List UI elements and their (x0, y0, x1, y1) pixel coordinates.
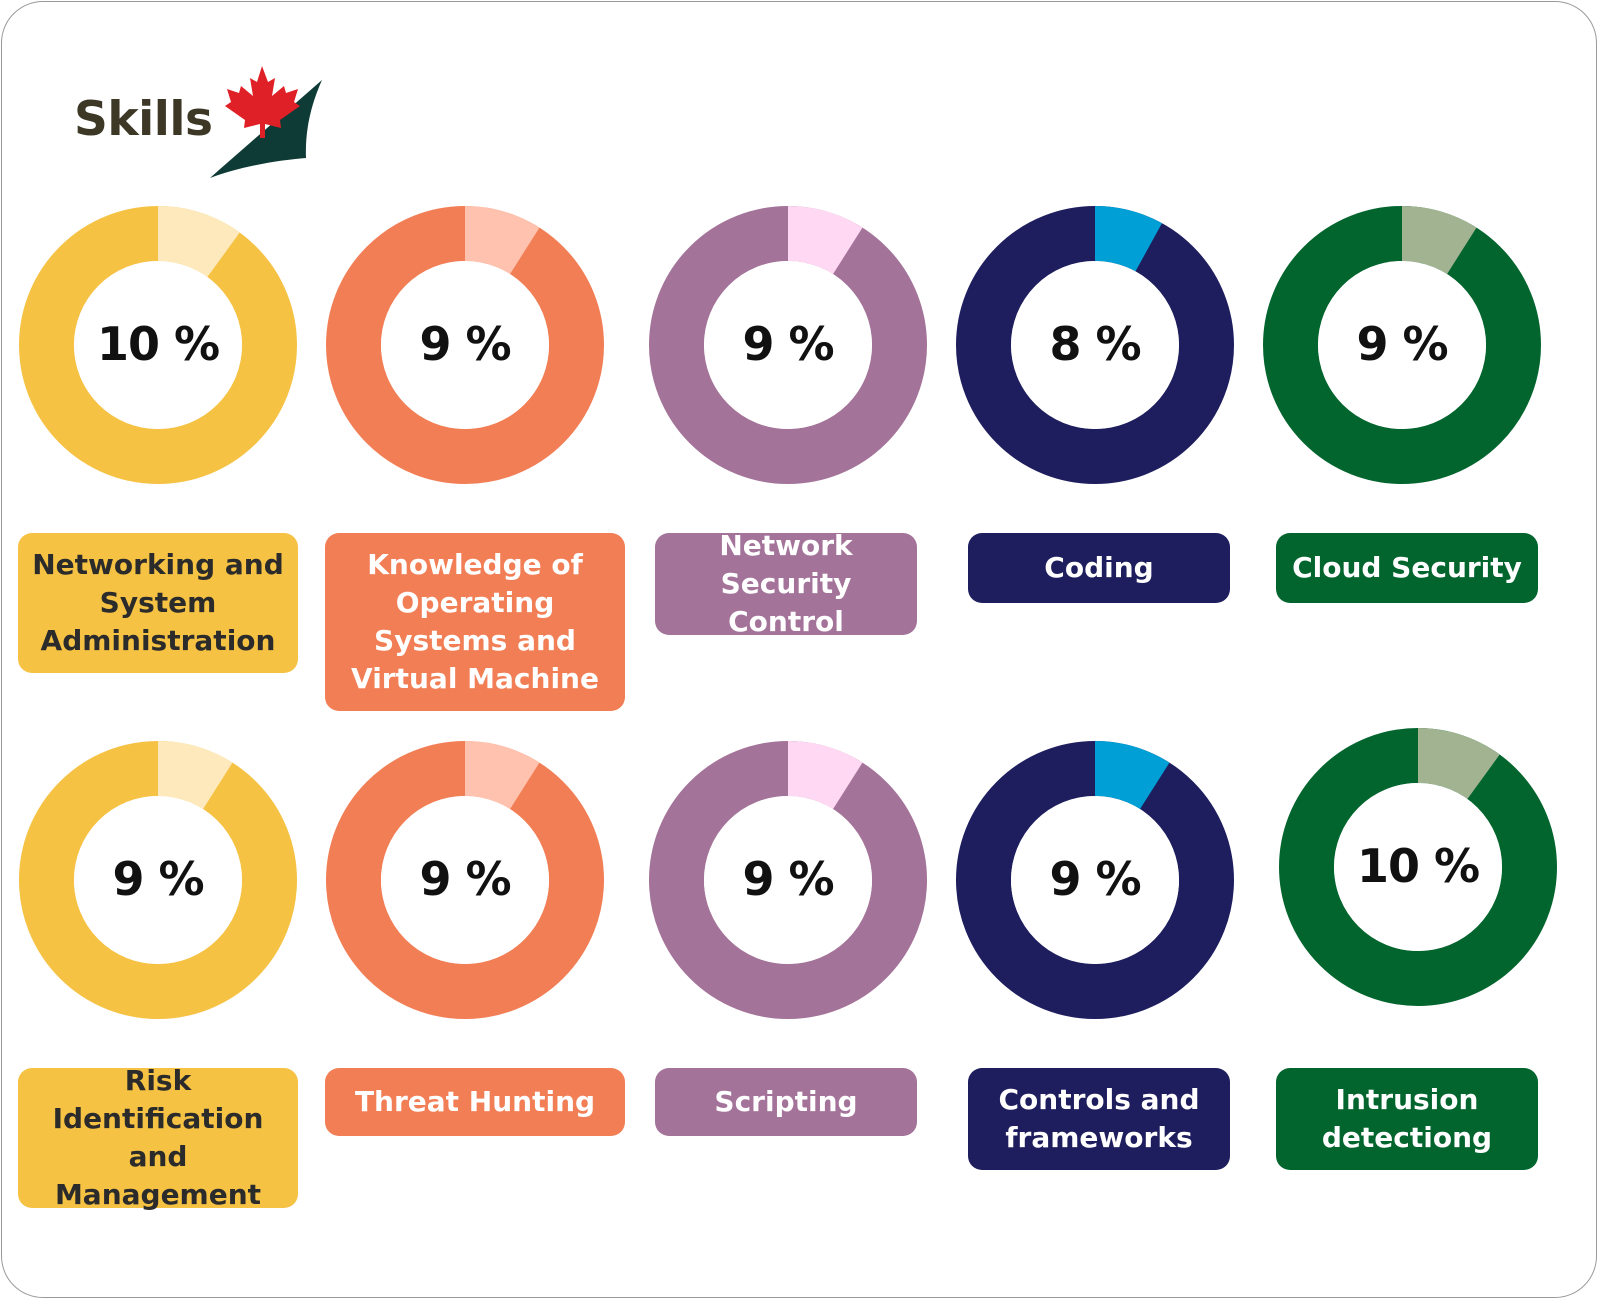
donut-value-segment (1095, 741, 1170, 810)
label-networking: Networking and System Administration (18, 533, 298, 673)
label-text: Threat Hunting (354, 1085, 596, 1118)
donut-value-segment (158, 206, 240, 278)
label-cloud-security: Cloud Security (1276, 533, 1538, 603)
label-text: Networking and System Administration (32, 548, 284, 657)
label-text: Controls and frameworks (998, 1083, 1200, 1154)
donut-hole (381, 796, 549, 964)
label-threat-hunting: Threat Hunting (325, 1068, 625, 1136)
label-intrusion: Intrusion detectiong (1276, 1068, 1538, 1170)
donut-chart-cloud-security: 9 % (1262, 205, 1542, 485)
label-text: Network Security Control (719, 529, 853, 638)
percentage-label: 8 % (1049, 317, 1141, 371)
label-network-security: Network Security Control (655, 529, 917, 638)
label-text: Intrusion detectiong (1321, 1083, 1493, 1154)
donut-ring (326, 206, 604, 484)
donut-value-segment (788, 741, 863, 810)
donut-hole (1334, 783, 1502, 951)
label-text: Knowledge of Operating Systems and Virtu… (351, 548, 599, 695)
donut-ring (1263, 206, 1541, 484)
donut-chart-networking: 10 % (18, 205, 298, 485)
donut-hole (74, 796, 242, 964)
label-scripting: Scripting (655, 1068, 917, 1136)
percentage-label: 10 % (1356, 839, 1480, 893)
donut-chart-scripting: 9 % (648, 740, 928, 1020)
maple-leaf-icon (210, 66, 322, 178)
donut-value-segment (788, 206, 863, 275)
label-text: Cloud Security (1292, 551, 1522, 584)
skills-logo: Skills (74, 62, 334, 187)
donut-hole (74, 261, 242, 429)
donut-chart-operating-systems: 9 % (325, 205, 605, 485)
label-operating-systems: Knowledge of Operating Systems and Virtu… (325, 533, 625, 711)
percentage-label: 9 % (419, 317, 511, 371)
donut-chart-risk: 9 % (18, 740, 298, 1020)
label-text: Risk Identification and Management (52, 1064, 264, 1211)
donut-ring (1279, 728, 1557, 1006)
label-coding: Coding (968, 533, 1230, 603)
donut-ring (649, 741, 927, 1019)
percentage-label: 9 % (742, 852, 834, 906)
label-text: Scripting (714, 1085, 858, 1118)
donut-ring (19, 206, 297, 484)
percentage-label: 9 % (1356, 317, 1448, 371)
donut-ring (649, 206, 927, 484)
percentage-label: 9 % (112, 852, 204, 906)
donut-ring (956, 206, 1234, 484)
donut-hole (381, 261, 549, 429)
donut-ring (956, 741, 1234, 1019)
donut-ring (19, 741, 297, 1019)
donut-chart-intrusion: 10 % (1278, 727, 1558, 1007)
donut-value-segment (465, 206, 540, 275)
logo-text: Skills (74, 92, 213, 147)
percentage-label: 10 % (96, 317, 220, 371)
donut-ring (326, 741, 604, 1019)
donut-value-segment (465, 741, 540, 810)
label-controls: Controls and frameworks (968, 1068, 1230, 1170)
donut-value-segment (1402, 206, 1477, 275)
donut-value-segment (1095, 206, 1162, 272)
percentage-label: 9 % (1049, 852, 1141, 906)
donut-chart-controls: 9 % (955, 740, 1235, 1020)
percentage-label: 9 % (742, 317, 834, 371)
donut-hole (1318, 261, 1486, 429)
donut-hole (1011, 261, 1179, 429)
donut-hole (704, 796, 872, 964)
donut-value-segment (158, 741, 233, 810)
percentage-label: 9 % (419, 852, 511, 906)
donut-chart-network-security: 9 % (648, 205, 928, 485)
label-risk: Risk Identification and Management (18, 1064, 298, 1211)
donut-hole (704, 261, 872, 429)
donut-chart-threat-hunting: 9 % (325, 740, 605, 1020)
donut-chart-coding: 8 % (955, 205, 1235, 485)
label-text: Coding (1044, 551, 1154, 584)
donut-hole (1011, 796, 1179, 964)
donut-value-segment (1418, 728, 1500, 800)
